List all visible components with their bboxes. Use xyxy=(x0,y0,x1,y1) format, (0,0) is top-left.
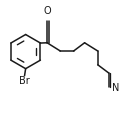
Text: O: O xyxy=(43,6,51,15)
Text: N: N xyxy=(112,82,120,92)
Text: Br: Br xyxy=(19,75,30,85)
